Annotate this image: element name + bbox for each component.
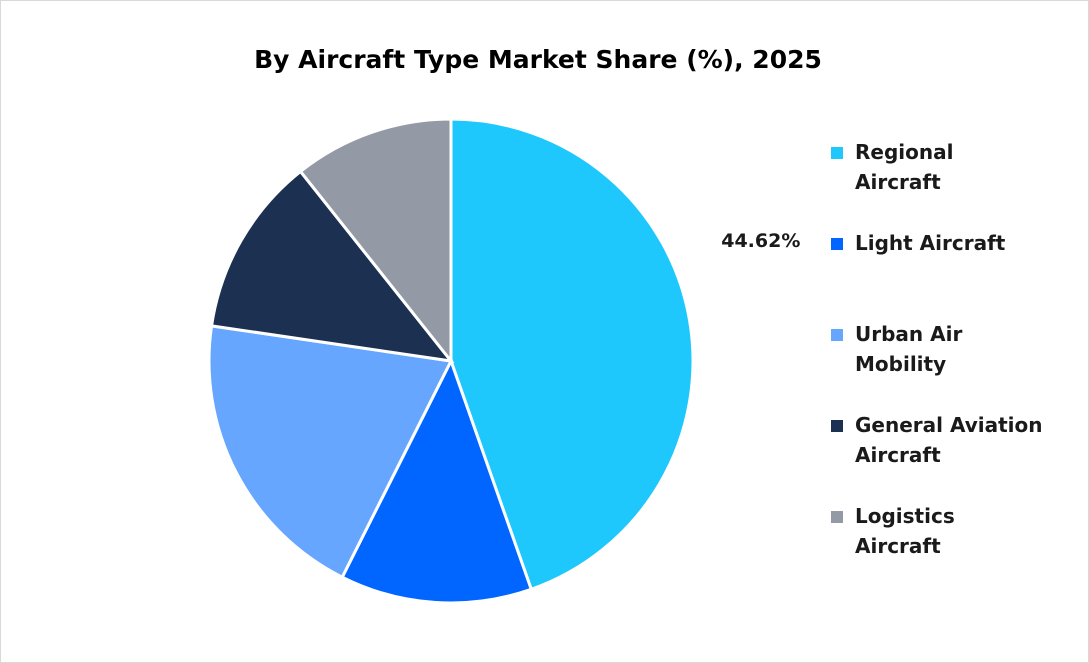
pie-slice — [209, 169, 455, 364]
legend-label: Logistics Aircraft — [855, 504, 955, 558]
legend-item: Logistics Aircraft — [831, 501, 1045, 592]
pie-slice — [298, 117, 453, 366]
data-label: 44.62% — [721, 230, 800, 252]
pie-slice — [449, 117, 695, 592]
chart-title: By Aircraft Type Market Share (%), 2025 — [254, 45, 822, 74]
legend-swatch — [831, 329, 843, 341]
legend-label: Urban Air Mobility — [855, 322, 963, 376]
legend-swatch — [831, 147, 843, 159]
legend-label: Light Aircraft — [855, 231, 1006, 255]
legend-label: General Aviation Aircraft — [855, 413, 1043, 467]
legend-label: Regional Aircraft — [855, 140, 954, 194]
legend-swatch — [831, 238, 843, 250]
legend-swatch — [831, 420, 843, 432]
legend-swatch — [831, 511, 843, 523]
legend-item: Light Aircraft — [831, 228, 1045, 319]
legend-item: Regional Aircraft — [831, 137, 1045, 228]
pie-slice — [340, 357, 534, 605]
legend: Regional Aircraft Light Aircraft Urban Air… — [831, 137, 1045, 592]
legend-item: General Aviation Aircraft — [831, 410, 1045, 501]
pie-slice — [207, 324, 454, 580]
legend-item: Urban Air Mobility — [831, 319, 965, 410]
